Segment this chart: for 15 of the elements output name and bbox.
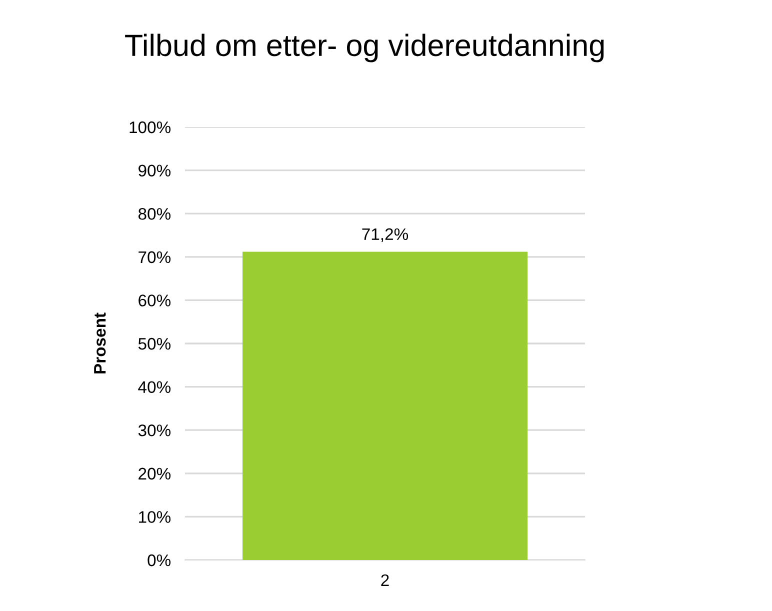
y-tick-label: 20% [138, 468, 171, 480]
y-tick-label: 70% [138, 251, 171, 264]
y-tick-label: 10% [139, 511, 171, 523]
x-tick-label: 2 [381, 574, 389, 586]
y-axis-title: Prosent [94, 312, 106, 374]
y-tick-label: 50% [138, 338, 171, 350]
y-tick-label: 60% [138, 294, 171, 306]
y-tick-label: 100% [130, 121, 171, 134]
chart-title: Tilbud om etter- og videreutdanning [125, 34, 604, 62]
y-tick-label: 30% [138, 424, 171, 436]
y-tick-label: 90% [138, 164, 171, 177]
y-tick-label: 80% [138, 208, 171, 220]
data-label: 71,2% [362, 228, 408, 242]
y-tick-label: 0% [148, 554, 171, 566]
y-tick-label: 40% [138, 381, 171, 394]
